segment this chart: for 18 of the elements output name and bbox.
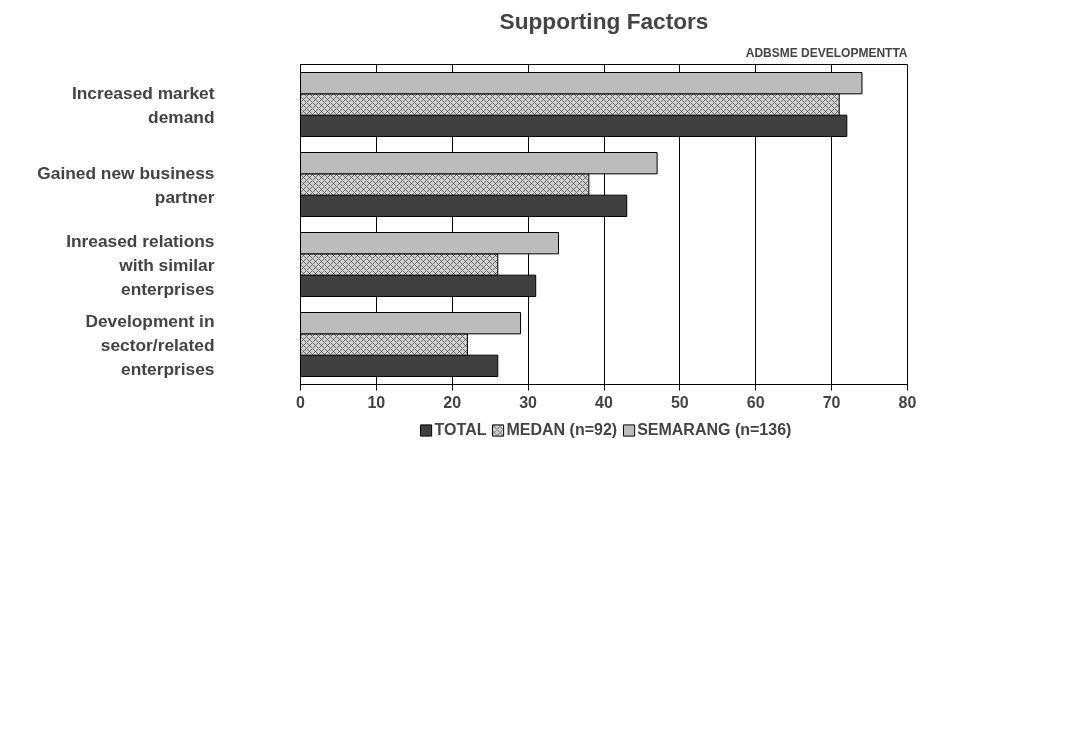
x-tick-label: 30	[519, 393, 538, 411]
x-tick-label: 0	[296, 393, 306, 411]
x-tick-label: 60	[746, 393, 765, 411]
legend-label: MEDAN (n=92)	[506, 421, 618, 439]
text: ADBSME DEVELOPMENTTA	[745, 45, 908, 60]
x-tick-label: 10	[367, 393, 386, 411]
chart-title: Supporting Factors	[499, 7, 709, 34]
x-tick-label: 70	[822, 393, 841, 411]
x-tick-label: 50	[670, 393, 689, 411]
y-tick-label: Development in sector/related enterprises	[85, 310, 215, 379]
legend-label: SEMARANG (n=136)	[637, 421, 792, 439]
y-tick-label: Increased market demand	[71, 82, 215, 127]
x-tick-label: 80	[898, 393, 917, 411]
x-tick-label: 40	[595, 393, 613, 411]
y-tick-label: Inreased relations with similar enterprises	[66, 230, 215, 299]
legend-label: TOTAL	[434, 421, 487, 439]
x-tick-label: 20	[443, 393, 462, 411]
y-tick-label: Gained new business partner	[37, 162, 215, 207]
